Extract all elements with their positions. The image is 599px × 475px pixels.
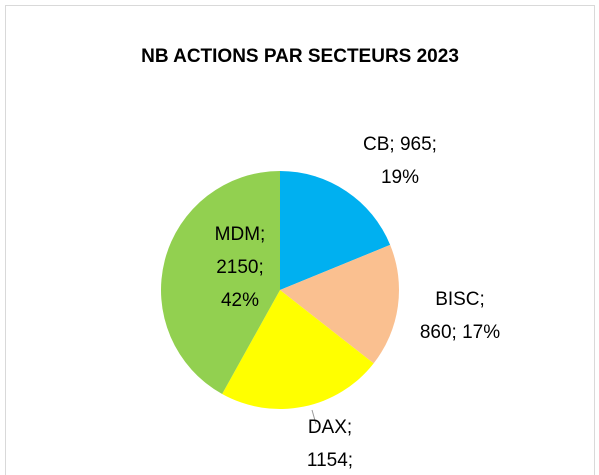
pie-slice xyxy=(280,244,399,364)
pie xyxy=(161,171,399,409)
chart-title: NB ACTIONS PAR SECTEURS 2023 xyxy=(141,46,459,67)
data-label: 2150; xyxy=(216,257,264,278)
data-label: BISC; xyxy=(435,289,485,310)
pie-slice xyxy=(222,290,374,409)
data-label: 1154; xyxy=(307,450,353,471)
data-label: MDM; xyxy=(215,224,266,245)
data-label: 42% xyxy=(221,290,259,311)
data-label: 19% xyxy=(381,167,419,188)
data-label: DAX; xyxy=(308,417,352,438)
leader-line xyxy=(311,409,317,425)
data-label: CB; 965; xyxy=(363,134,437,155)
pie-slice xyxy=(280,171,391,290)
data-label: 860; 17% xyxy=(420,322,500,343)
pie-slice xyxy=(161,171,280,394)
data-labels: CB; 965; 19% BISC; 860; 17% DAX; 1154; MDM; 215… xyxy=(215,134,501,471)
